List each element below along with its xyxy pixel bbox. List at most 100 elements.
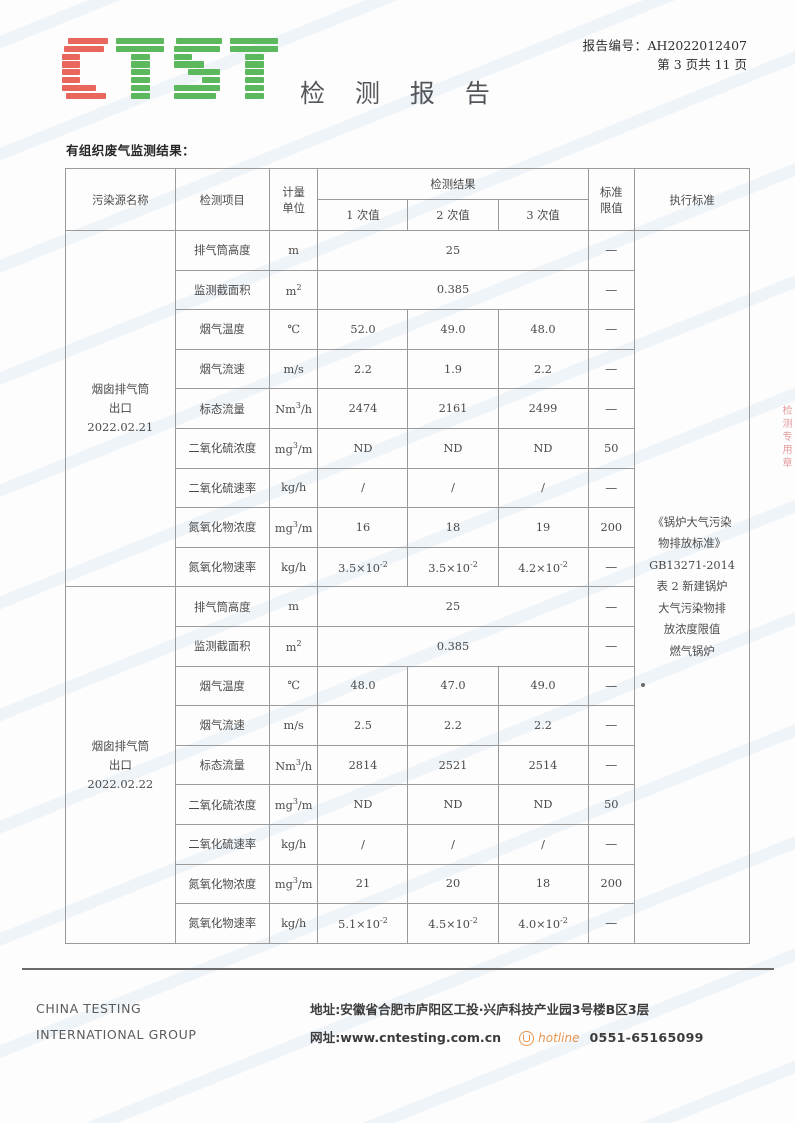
cell-pollution-source: 烟囱排气筒 出口 2022.02.21: [65, 229, 176, 588]
th-results: 检测结果: [317, 168, 589, 200]
phone-icon: [519, 1030, 535, 1046]
cell-unit: kg/h: [268, 467, 319, 509]
cell-standard-limit: —: [587, 586, 636, 627]
footer-divider: [22, 968, 774, 970]
logo-bar: [64, 45, 104, 52]
cell-result-2: 20: [407, 863, 499, 905]
ctst-logo: [62, 38, 284, 100]
standard-line: 《锅炉大气污染: [652, 515, 732, 529]
section-caption: 有组织废气监测结果：: [66, 143, 196, 158]
page-title: 检 测 报 告: [300, 79, 501, 108]
th-limit-line1: 标准: [599, 185, 623, 199]
website-row: 网址:www.cntesting.com.cn hotline 0551-651…: [310, 1024, 704, 1052]
report-number-line: 报告编号：AH2022012407: [583, 36, 747, 55]
cell-result-1: 2814: [317, 744, 409, 786]
logo-bar: [131, 53, 150, 60]
cell-unit: mg3/m: [268, 784, 319, 825]
logo-bar: [174, 92, 216, 99]
cell-test-item: 氮氧化物浓度: [174, 507, 270, 548]
red-seal-edge: 检测专用章: [780, 405, 791, 470]
cell-unit: Nm3/h: [268, 744, 319, 786]
table-row: 标态流量 Nm3/h 2814 2521 2514—: [66, 744, 750, 786]
cell-standard-limit: 200: [587, 863, 636, 905]
standard-line: 表 2 新建锅炉: [656, 580, 728, 594]
table-row: 氮氧化物浓度 mg3/m 16 18 19 200: [66, 507, 750, 548]
cell-result-1: /: [317, 823, 409, 865]
th-source: 污染源名称: [65, 168, 176, 231]
cell-result-1: 3.5×10-2: [317, 546, 409, 588]
cell-standard-limit: 50: [587, 784, 636, 825]
website-text[interactable]: 网址:www.cntesting.com.cn: [310, 1030, 502, 1045]
cell-unit: m: [268, 586, 319, 627]
address-row: 地址:安徽省合肥市庐阳区工投·兴庐科技产业园3号楼B区3层: [310, 996, 704, 1024]
logo-bar: [131, 61, 150, 68]
hotline-badge: hotline: [519, 1024, 579, 1052]
logo-bar: [245, 92, 264, 99]
source-line: 2022.02.22: [87, 776, 154, 791]
cell-unit: kg/h: [268, 823, 319, 865]
cell-test-item: 标态流量: [174, 744, 270, 786]
logo-bar: [230, 38, 278, 45]
cell-standard-limit: —: [587, 230, 636, 271]
cell-result-3: 2514: [497, 744, 589, 786]
table-head: 污染源名称 检测项目 计量 单位 检测结果 标准 限值 执行标准: [65, 168, 750, 231]
logo-bar: [176, 38, 222, 45]
logo-bar: [66, 92, 106, 99]
cell-result-3: 2499: [497, 388, 589, 429]
emission-results-table: 污染源名称 检测项目 计量 单位 检测结果 标准 限值 执行标准: [65, 168, 750, 944]
cell-test-item: 氮氧化物速率: [174, 546, 270, 588]
cell-unit: Nm3/h: [268, 388, 319, 429]
logo-bar: [131, 92, 150, 99]
cell-test-item: 二氧化硫浓度: [174, 784, 270, 825]
logo-bar: [245, 77, 264, 84]
cell-unit: mg3/m: [268, 863, 319, 905]
table-row: 烟囱排气筒 出口 2022.02.22 排气筒高度 m 25—: [65, 586, 750, 944]
cell-result-merged: 25: [317, 230, 589, 271]
report-meta: 报告编号：AH2022012407 第 3 页共 11 页: [583, 36, 747, 74]
cell-result-2: ND: [407, 784, 499, 825]
page-footer: CHINA TESTING INTERNATIONAL GROUP 地址:安徽省…: [0, 992, 795, 1062]
logo-bar: [131, 69, 150, 76]
th-unit-line2: 单位: [282, 201, 305, 215]
source-line: 烟囱排气筒: [91, 382, 150, 397]
cell-result-1: 5.1×10-2: [317, 903, 409, 944]
cell-standard-limit: —: [587, 546, 636, 588]
th-standard: 执行标准: [634, 168, 750, 231]
cell-unit: m: [268, 230, 319, 271]
cell-result-2: 47.0: [407, 665, 499, 707]
cell-standard-limit: 50: [587, 427, 636, 469]
th-item: 检测项目: [174, 168, 270, 231]
cell-test-item: 排气筒高度: [174, 586, 270, 627]
cell-result-merged: 0.385: [317, 269, 589, 311]
cell-test-item: 监测截面积: [174, 269, 270, 311]
cell-result-3: 2.2: [497, 348, 589, 390]
logo-bar: [245, 61, 264, 68]
results-table-wrap: 污染源名称 检测项目 计量 单位 检测结果 标准 限值 执行标准: [65, 168, 750, 944]
cell-test-item: 监测截面积: [174, 625, 270, 667]
cell-test-item: 烟气温度: [174, 309, 270, 350]
contact-block: 地址:安徽省合肥市庐阳区工投·兴庐科技产业园3号楼B区3层 网址:www.cnt…: [310, 996, 704, 1052]
logo-bar: [131, 84, 150, 91]
cell-unit: kg/h: [268, 903, 319, 944]
th-limit: 标准 限值: [587, 168, 636, 231]
table-row: 烟囱排气筒 出口 2022.02.21 排气筒高度 m 25— 《锅炉大气污染 物排放标准》 G…: [65, 229, 750, 944]
cell-unit: m2: [268, 269, 319, 311]
page-header: 检 测 报 告 报告编号：AH2022012407 第 3 页共 11 页: [0, 0, 795, 118]
cell-standard-limit: —: [587, 665, 636, 707]
cell-result-3: /: [497, 467, 589, 509]
source-line: 出口: [108, 401, 132, 416]
logo-bar: [62, 77, 80, 84]
th-value-1: 1 次值: [317, 199, 409, 231]
cell-result-3: ND: [497, 427, 589, 469]
cell-result-1: 2474: [317, 388, 409, 429]
th-value-2: 2 次值: [407, 199, 499, 231]
cell-standard-limit: —: [587, 903, 636, 944]
cell-result-1: 2.5: [317, 705, 409, 746]
source-line: 出口: [108, 757, 132, 772]
logo-bar: [62, 53, 80, 60]
cell-result-1: 16: [317, 507, 409, 548]
cell-unit: mg3/m: [268, 427, 319, 469]
phone-number: 0551-65165099: [589, 1030, 704, 1045]
logo-bar: [116, 38, 164, 45]
header-row-2: 1 次值 2 次值 3 次值: [66, 199, 750, 231]
